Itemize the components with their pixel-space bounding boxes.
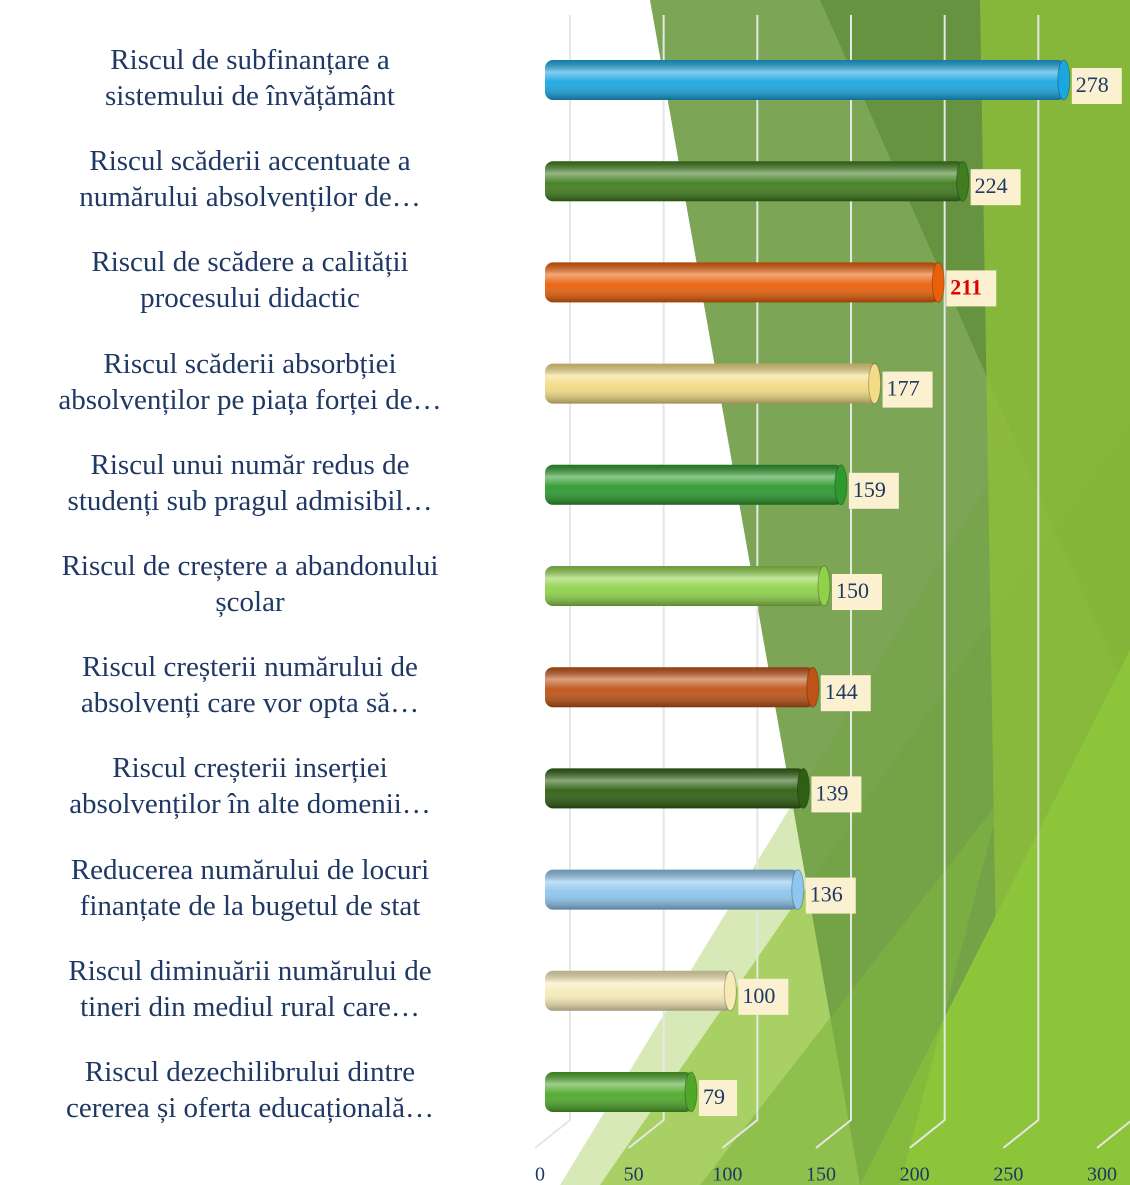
value-label: 144 — [825, 679, 858, 704]
bar-shading — [545, 667, 815, 708]
x-tick-label: 100 — [712, 1164, 742, 1185]
category-label: Riscul de subfinanțare a sistemului de î… — [105, 44, 395, 112]
value-label-box — [946, 270, 997, 307]
bar-cap — [796, 767, 810, 809]
value-label: 159 — [853, 477, 886, 502]
x-tick-label: 300 — [1087, 1164, 1117, 1185]
bar-cap — [723, 970, 737, 1012]
category-label: Riscul de scădere a calității procesului… — [91, 246, 409, 315]
bar-shading — [545, 60, 1066, 100]
category-label: Reducerea numărului de locuri finanțate … — [70, 853, 430, 922]
category-label: Riscul scăderii accentuate a numărului a… — [79, 145, 421, 214]
bar-cap — [868, 363, 882, 405]
grid-line — [1096, 1120, 1130, 1149]
bar-shading — [545, 566, 826, 606]
grid-line — [909, 15, 946, 1149]
value-label: 150 — [836, 578, 869, 603]
bar-shading — [545, 363, 877, 404]
bar-cap — [817, 565, 831, 607]
category-label: Riscul creșterii inserției absolvenților… — [69, 752, 431, 821]
value-label-box — [882, 371, 933, 408]
bar-shading — [545, 1072, 693, 1112]
value-label-box — [970, 169, 1021, 206]
bar-cap — [791, 869, 805, 911]
value-label-box — [832, 574, 882, 610]
value-label: 100 — [742, 983, 775, 1008]
bar-cap — [834, 464, 848, 506]
bar-shading — [545, 869, 800, 910]
category-label: Riscul dezechilibrului dintre cererea și… — [66, 1056, 434, 1124]
bar-shading — [545, 262, 941, 303]
x-tick-label: 50 — [624, 1164, 644, 1185]
value-label-box — [805, 877, 856, 914]
x-tick-label: 150 — [806, 1164, 836, 1185]
category-label: Riscul de creștere a abandonului școlar — [61, 550, 439, 618]
value-label-box — [1071, 68, 1122, 104]
category-label: Riscul creșterii numărului de absolvenți… — [80, 651, 420, 720]
x-tick-label: 200 — [900, 1164, 930, 1185]
value-label-box — [738, 978, 789, 1015]
value-label: 224 — [975, 173, 1008, 198]
bar-cap — [1057, 59, 1071, 101]
x-tick-label: 0 — [535, 1164, 545, 1185]
value-label-box — [698, 1080, 737, 1116]
value-label: 139 — [815, 780, 848, 805]
value-label: 136 — [810, 882, 843, 907]
category-label: Riscul diminuării numărului de tineri di… — [68, 954, 432, 1023]
bar-shading — [545, 161, 965, 202]
bar-shading — [545, 464, 843, 505]
category-label: Riscul unui număr redus de studenți sub … — [67, 448, 433, 517]
category-label: Riscul scăderii absorbției absolvenților… — [58, 347, 442, 416]
value-label: 278 — [1076, 72, 1109, 97]
bar-cap — [956, 160, 970, 202]
value-label: 79 — [703, 1084, 725, 1109]
bar-shading — [545, 970, 733, 1011]
bar-cap — [684, 1071, 698, 1113]
bar-cap — [931, 261, 945, 303]
bar-shading — [545, 768, 806, 809]
x-tick-label: 250 — [993, 1164, 1023, 1185]
value-label-box — [820, 675, 871, 712]
value-label: 177 — [887, 376, 920, 401]
grid-line — [1002, 15, 1040, 1149]
value-label-box — [848, 472, 899, 509]
value-label-box — [811, 776, 862, 813]
bar-cap — [806, 666, 820, 708]
value-label: 211 — [950, 274, 982, 299]
